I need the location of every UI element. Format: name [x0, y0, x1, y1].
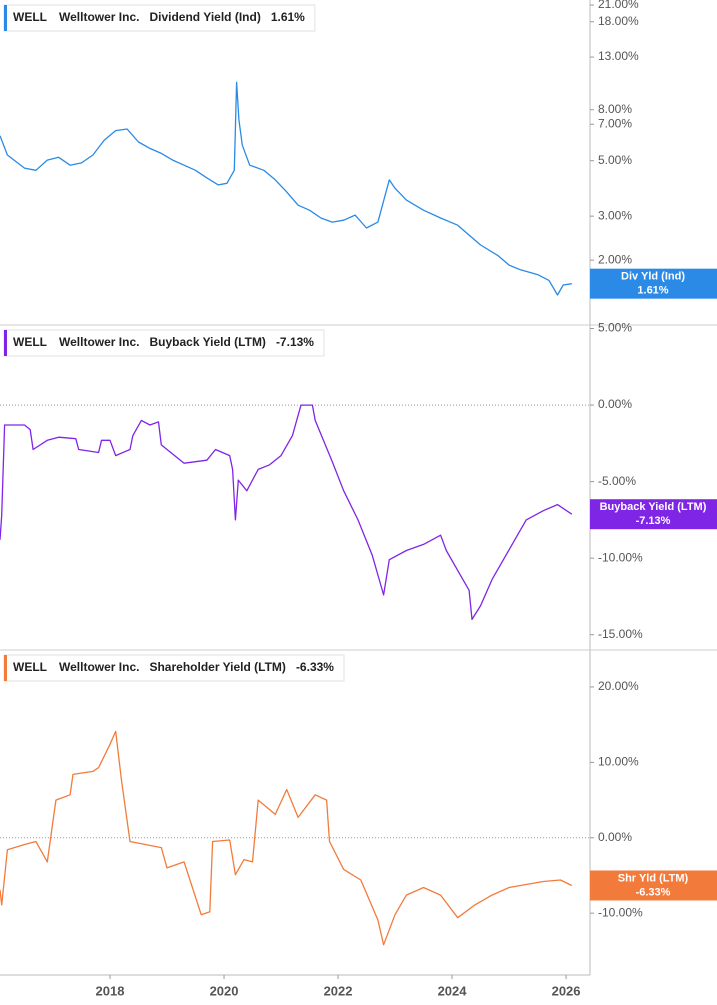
y-tick-label: -5.00%	[598, 474, 636, 488]
header-text: -7.13%	[276, 335, 314, 349]
y-tick-label: -15.00%	[598, 627, 643, 641]
y-tick-label: 3.00%	[598, 208, 632, 222]
y-tick-label: 21.00%	[598, 0, 639, 11]
header-text: 1.61%	[271, 10, 305, 24]
badge-bg	[590, 268, 717, 299]
x-tick-label: 2022	[324, 983, 353, 998]
y-tick-label: 20.00%	[598, 679, 639, 693]
badge-value: 1.61%	[637, 285, 668, 297]
panel-header: WELL Welltower Inc. Dividend Yield (Ind) 1.…	[3, 4, 316, 32]
header-text: Dividend Yield (Ind)	[149, 10, 260, 24]
badge-label: Shr Yld (LTM)	[618, 872, 689, 884]
y-tick-label: 0.00%	[598, 830, 632, 844]
badge-bg	[590, 499, 717, 530]
header-box	[3, 4, 316, 32]
x-tick-label: 2018	[96, 983, 125, 998]
y-tick-label: 18.00%	[598, 14, 639, 28]
header-text: Shareholder Yield (LTM)	[149, 660, 285, 674]
header-text: Welltower Inc.	[59, 10, 139, 24]
value-badge: Shr Yld (LTM) -6.33%	[590, 870, 717, 901]
header-text: Welltower Inc.	[59, 335, 139, 349]
y-tick-label: -10.00%	[598, 550, 643, 564]
data-line	[0, 81, 572, 296]
y-tick-label: 13.00%	[598, 49, 639, 63]
header-text: WELL	[13, 10, 47, 24]
y-tick-label: 7.00%	[598, 116, 632, 130]
value-badge: Div Yld (Ind) 1.61%	[590, 268, 717, 299]
y-tick-label: 10.00%	[598, 755, 639, 769]
badge-label: Buyback Yield (LTM)	[600, 501, 707, 513]
panel-header: WELL Welltower Inc. Shareholder Yield (LTM…	[3, 654, 345, 682]
header-box	[3, 654, 345, 682]
y-tick-label: 5.00%	[598, 321, 632, 335]
data-line	[0, 404, 573, 621]
header-text: Buyback Yield (LTM)	[149, 335, 265, 349]
y-tick-label: -10.00%	[598, 905, 643, 919]
header-text: WELL	[13, 660, 47, 674]
badge-value: -7.13%	[636, 515, 671, 527]
x-tick-label: 2020	[210, 983, 239, 998]
y-tick-label: 0.00%	[598, 397, 632, 411]
header-text: Welltower Inc.	[59, 660, 139, 674]
x-tick-label: 2026	[552, 983, 581, 998]
y-tick-label: 8.00%	[598, 102, 632, 116]
header-text: -6.33%	[296, 660, 334, 674]
badge-label: Div Yld (Ind)	[621, 271, 685, 283]
header-text: WELL	[13, 335, 47, 349]
header-accent	[4, 330, 7, 356]
header-accent	[4, 5, 7, 31]
panel-header: WELL Welltower Inc. Buyback Yield (LTM) -7.…	[3, 329, 325, 357]
x-tick-label: 2024	[438, 983, 468, 998]
badge-bg	[590, 870, 717, 901]
data-line	[0, 730, 573, 946]
header-box	[3, 329, 325, 357]
value-badge: Buyback Yield (LTM) -7.13%	[590, 499, 717, 530]
y-tick-label: 2.00%	[598, 252, 632, 266]
y-tick-label: 5.00%	[598, 153, 632, 167]
badge-value: -6.33%	[636, 886, 671, 898]
header-accent	[4, 655, 7, 681]
